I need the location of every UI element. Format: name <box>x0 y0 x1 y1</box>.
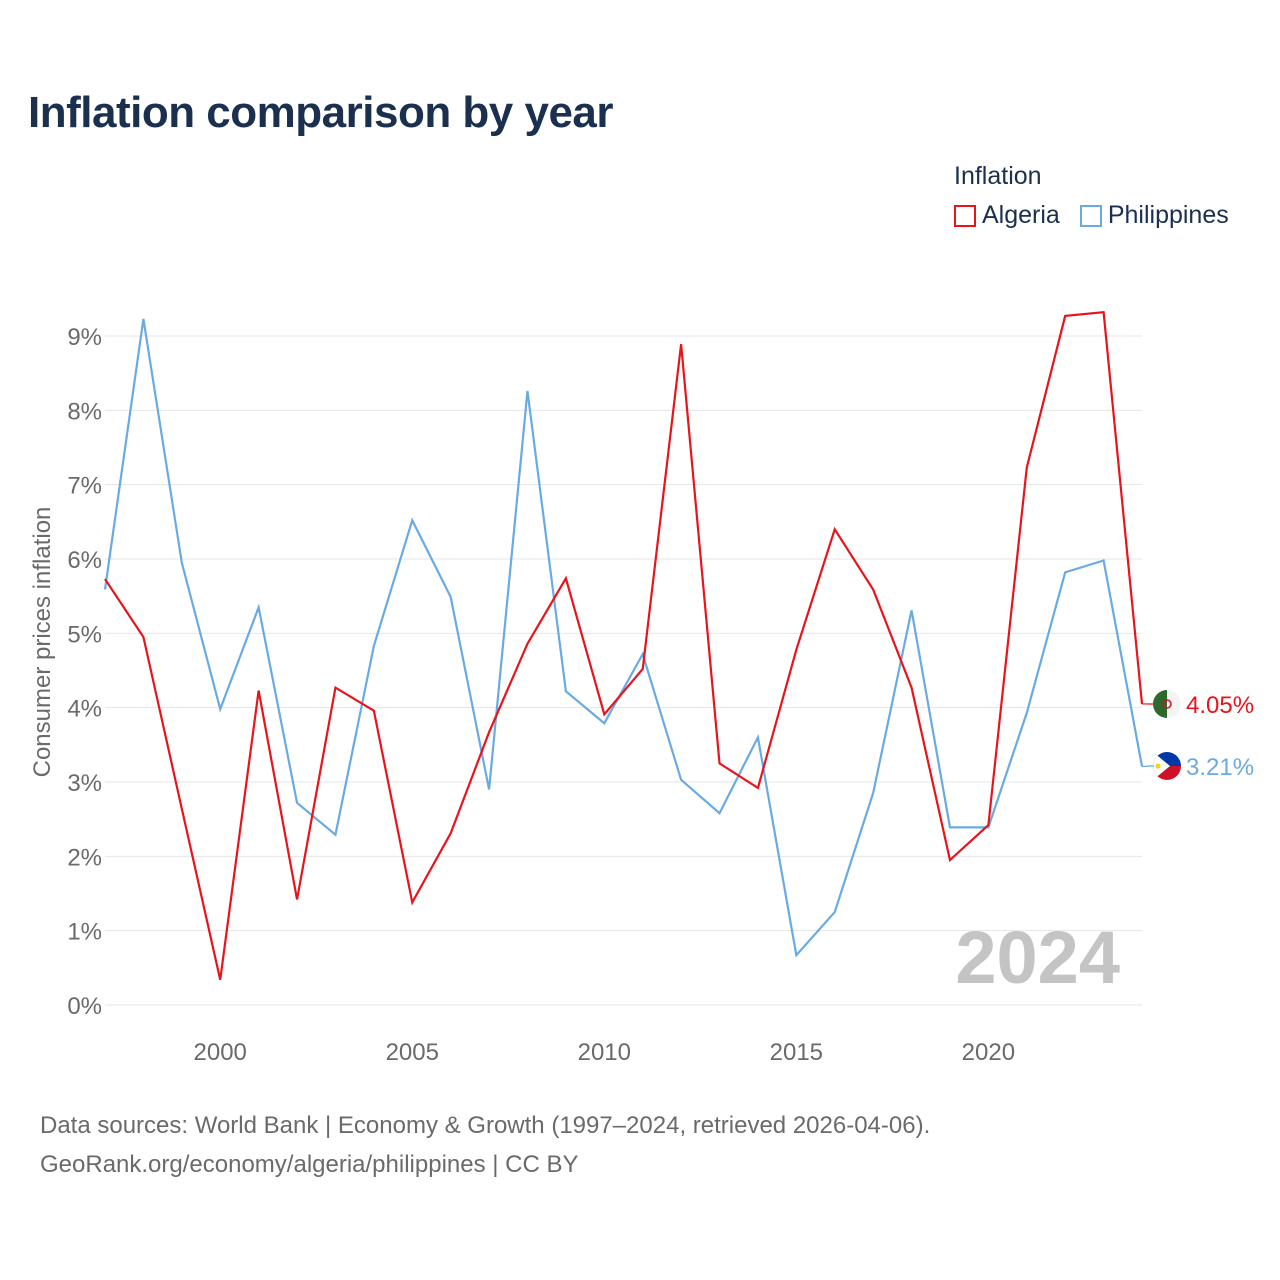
y-axis-label: Consumer prices inflation <box>29 507 56 778</box>
page-title: Inflation comparison by year <box>28 88 614 137</box>
footer-link: GeoRank.org/economy/algeria/philippines … <box>40 1151 579 1178</box>
x-tick-label: 2010 <box>578 1039 631 1066</box>
x-tick-label: 2000 <box>194 1039 247 1066</box>
y-tick-label: 6% <box>67 547 102 574</box>
grid-lines <box>105 335 1142 1006</box>
x-tick-label: 2015 <box>770 1039 823 1066</box>
x-tick-label: 2005 <box>386 1039 439 1066</box>
line-chart: 0% 1% 2% 3% 4% 5% 6% 7% 8% 9% 2000 2005 2010 2015 202… <box>29 311 1254 1066</box>
y-tick-label: 2% <box>67 844 102 871</box>
y-tick-label: 3% <box>67 770 102 797</box>
end-labels: 4.05% 3.21% <box>1142 692 1254 781</box>
footer-sources: Data sources: World Bank | Economy & Gro… <box>40 1112 931 1139</box>
y-tick-label: 7% <box>67 473 102 500</box>
series-lines <box>103 311 1144 980</box>
legend: Inflation Algeria Philippines <box>954 162 1229 230</box>
legend-label-philippines: Philippines <box>1107 201 1229 229</box>
year-watermark: 2024 <box>955 916 1120 999</box>
legend-item-philippines[interactable]: Philippines <box>1079 201 1229 230</box>
x-axis-ticks: 2000 2005 2010 2015 2020 <box>194 1039 1016 1066</box>
end-label-philippines: 3.21% <box>1186 754 1254 781</box>
legend-item-algeria[interactable]: Algeria <box>954 201 1060 230</box>
series-line-algeria <box>104 311 1144 980</box>
y-tick-label: 0% <box>67 993 102 1020</box>
legend-title: Inflation <box>954 162 1042 190</box>
y-tick-label: 1% <box>67 919 102 946</box>
y-axis-ticks: 0% 1% 2% 3% 4% 5% 6% 7% 8% 9% <box>67 324 102 1020</box>
end-markers <box>1153 690 1181 780</box>
legend-swatch-philippines <box>1079 204 1102 227</box>
legend-label-algeria: Algeria <box>982 201 1060 229</box>
y-tick-label: 8% <box>67 398 102 425</box>
y-tick-label: 5% <box>67 621 102 648</box>
legend-swatch-algeria <box>954 204 976 227</box>
series-line-philippines <box>103 318 1144 958</box>
y-tick-label: 4% <box>67 696 102 723</box>
footer: Data sources: World Bank | Economy & Gro… <box>40 1106 930 1184</box>
x-tick-label: 2020 <box>962 1039 1015 1066</box>
philippines-flag-icon <box>1153 752 1181 780</box>
end-label-algeria: 4.05% <box>1186 692 1254 719</box>
legend-items: Algeria Philippines <box>954 201 1229 230</box>
algeria-flag-icon <box>1153 690 1181 718</box>
y-tick-label: 9% <box>67 324 102 351</box>
